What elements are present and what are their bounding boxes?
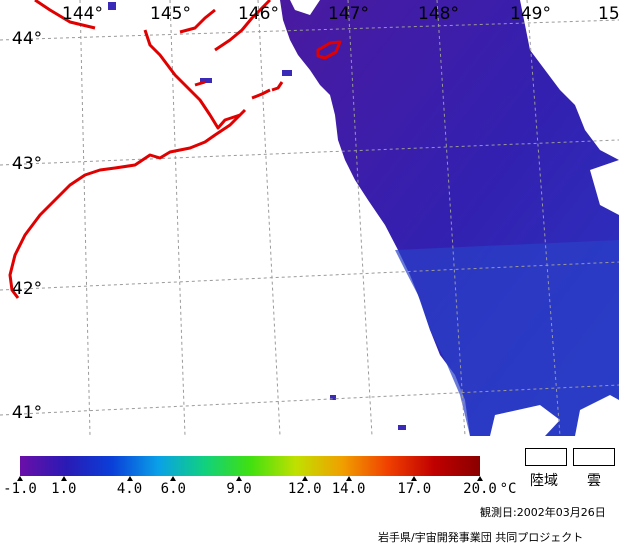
- lon-label-144: 144°: [62, 4, 103, 24]
- cloud-label: 雲: [587, 473, 601, 489]
- unit-label: °C: [499, 481, 517, 497]
- colorbar-tick-mark: [126, 476, 133, 481]
- colorbar-tick-label: 12.0: [287, 481, 322, 497]
- colorbar-tick-label: 4.0: [116, 481, 143, 497]
- colorbar-tick-mark: [236, 476, 243, 481]
- colorbar-tick-label: 17.0: [397, 481, 432, 497]
- sea-fragments: [108, 2, 406, 430]
- colorbar-tick-label: 1.0: [51, 481, 77, 497]
- lat-label-44: 44°: [12, 29, 42, 49]
- lon-label-145: 145°: [150, 4, 191, 24]
- colorbar-tick-mark: [60, 476, 67, 481]
- colorbar-tick-mark: [301, 476, 308, 481]
- credit-line: 岩手県/宇宙開発事業団 共同プロジェクト: [378, 531, 584, 544]
- colorbar-tick-mark: [17, 476, 23, 481]
- lat-label-41: 41°: [12, 403, 42, 423]
- sst-map: 144° 145° 146° 147° 148° 149° 15 44° 43°…: [0, 0, 619, 436]
- colorbar-tick-mark: [477, 476, 483, 481]
- colorbar-tick-label: -1.0: [3, 481, 37, 497]
- colorbar-tick-label: 14.0: [331, 481, 366, 497]
- lat-label-42: 42°: [12, 279, 42, 299]
- graticule: [0, 0, 619, 436]
- colorbar-tick-mark: [170, 476, 177, 481]
- colorbar-tick-label: 20.0: [463, 481, 497, 497]
- land-label: 陸域: [530, 473, 558, 489]
- sea-region-south: [395, 240, 619, 436]
- land-swatch: [525, 448, 567, 466]
- observation-date: 観測日:2002年03月26日: [480, 506, 606, 519]
- temperature-colorbar: [20, 456, 480, 476]
- cloud-swatch: [573, 448, 615, 466]
- colorbar-tick-mark: [345, 476, 352, 481]
- colorbar-tick-mark: [411, 476, 418, 481]
- colorbar-tick-label: 6.0: [160, 481, 186, 497]
- lon-label-146: 146°: [238, 4, 279, 24]
- coastline: [8, 0, 342, 299]
- longitude-labels: 144° 145° 146° 147° 148° 149° 15: [62, 4, 619, 24]
- lon-label-147: 147°: [328, 4, 369, 24]
- lon-label-149: 149°: [510, 4, 551, 24]
- lon-label-148: 148°: [418, 4, 459, 24]
- lon-label-150: 15: [598, 4, 619, 24]
- latitude-labels: 44° 43° 42° 41°: [12, 29, 42, 423]
- colorbar-tick-label: 9.0: [226, 481, 252, 497]
- lat-label-43: 43°: [12, 154, 42, 174]
- cloud-patches: [290, 0, 619, 436]
